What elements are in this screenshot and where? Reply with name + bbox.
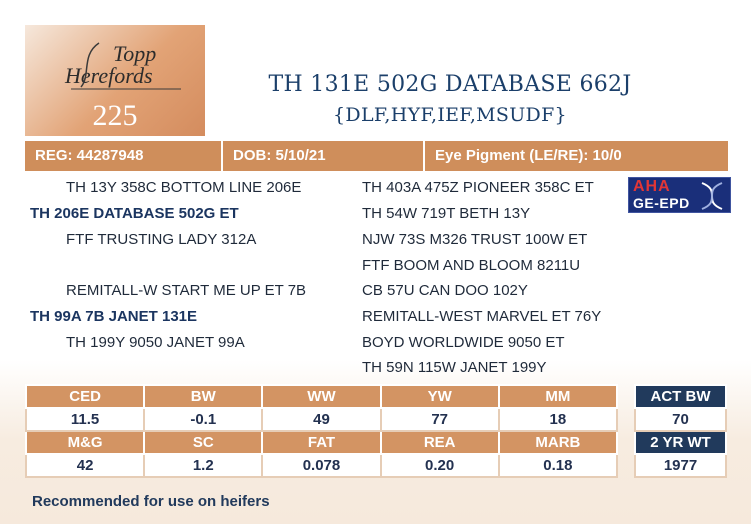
epd-header-mm: MM xyxy=(497,384,619,409)
pedigree-right-7: BOYD WORLDWIDE 9050 ET xyxy=(362,334,565,351)
topp-herefords-logo: Topp Herefords xyxy=(64,41,181,90)
animal-name: TH 131E 502G DATABASE 662J xyxy=(268,72,632,97)
logo-line2: Herefords xyxy=(64,63,153,88)
pedigree-sire: TH 206E DATABASE 502G ET xyxy=(30,205,239,222)
pedigree-sire-sire: TH 13Y 358C BOTTOM LINE 206E xyxy=(66,179,302,196)
logo-line1: Topp xyxy=(113,41,156,66)
epd-header-ced: CED xyxy=(24,384,146,409)
epd-header-bw: BW xyxy=(143,384,264,409)
actual-weights-table: ACT BW 70 2 YR WT 1977 xyxy=(634,384,727,478)
two-yr-wt-value: 1977 xyxy=(634,453,727,478)
act-bw-header: ACT BW xyxy=(634,384,727,409)
pedigree-right-8: TH 59N 115W JANET 199Y xyxy=(362,359,547,376)
epd-header-mg: M&G xyxy=(24,430,146,455)
heifer-recommendation: Recommended for use on heifers xyxy=(32,493,270,510)
info-bar: REG: 44287948 DOB: 5/10/21 Eye Pigment (… xyxy=(25,141,728,171)
animal-title: TH 131E 502G DATABASE 662J {DLF,HYF,IEF,… xyxy=(210,70,690,130)
pedigree-right-6: REMITALL-WEST MARVEL ET 76Y xyxy=(362,308,602,325)
pedigree-right-2: TH 54W 719T BETH 13Y xyxy=(362,205,531,222)
epd-value-sc: 1.2 xyxy=(143,453,264,478)
act-bw-value: 70 xyxy=(634,407,727,432)
pedigree-dam-sire: REMITALL-W START ME UP ET 7B xyxy=(66,282,307,299)
badge-line1: AHA xyxy=(633,178,671,195)
lot-number: 225 xyxy=(92,99,138,132)
epd-table: CED BW WW YW MM 11.5 -0.1 49 77 18 M&G S… xyxy=(24,384,619,478)
epd-value-fat: 0.078 xyxy=(261,453,382,478)
epd-value-marb: 0.18 xyxy=(497,453,619,478)
epd-value-ww: 49 xyxy=(261,407,382,432)
two-yr-wt-header: 2 YR WT xyxy=(634,430,727,455)
epd-header-yw: YW xyxy=(379,384,500,409)
dna-icon xyxy=(701,182,723,210)
epd-value-mm: 18 xyxy=(497,407,619,432)
aha-ge-epd-badge: AHA GE-EPD xyxy=(628,177,731,213)
date-of-birth: DOB: 5/10/21 xyxy=(223,141,425,171)
pedigree-right-5: CB 57U CAN DOO 102Y xyxy=(362,282,528,299)
epd-header-marb: MARB xyxy=(497,430,619,455)
epd-value-mg: 42 xyxy=(24,453,146,478)
epd-header-sc: SC xyxy=(143,430,264,455)
pedigree-dam: TH 99A 7B JANET 131E xyxy=(30,308,198,325)
pedigree-dam-dam: TH 199Y 9050 JANET 99A xyxy=(66,334,245,351)
eye-pigment: Eye Pigment (LE/RE): 10/0 xyxy=(435,147,622,164)
epd-value-rea: 0.20 xyxy=(379,453,500,478)
epd-header-rea: REA xyxy=(379,430,500,455)
epd-header-ww: WW xyxy=(261,384,382,409)
pedigree-right-4: FTF BOOM AND BLOOM 8211U xyxy=(362,257,581,274)
pedigree-right-1: TH 403A 475Z PIONEER 358C ET xyxy=(362,179,594,196)
epd-value-yw: 77 xyxy=(379,407,500,432)
epd-value-bw: -0.1 xyxy=(143,407,264,432)
pedigree-sire-dam: FTF TRUSTING LADY 312A xyxy=(66,231,257,248)
lot-box: Topp Herefords 225 xyxy=(25,25,205,136)
epd-header-fat: FAT xyxy=(261,430,382,455)
epd-value-ced: 11.5 xyxy=(24,407,146,432)
badge-line2: GE-EPD xyxy=(633,195,690,211)
registration-number: REG: 44287948 xyxy=(25,141,223,171)
genetic-designations: {DLF,HYF,IEF,MSUDF} xyxy=(333,104,567,126)
pedigree-right-3: NJW 73S M326 TRUST 100W ET xyxy=(362,231,588,248)
